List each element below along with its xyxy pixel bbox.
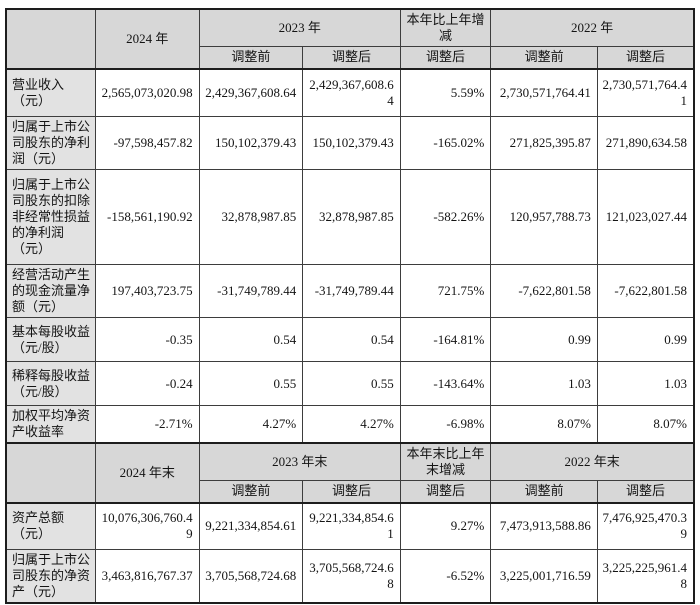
table-row-net-profit-deducted: 归属于上市公司股东的扣除非经常性损益的净利润（元） -158,561,190.9… (5, 169, 695, 265)
value-cell: 3,225,001,716.59 (490, 549, 598, 604)
value-cell: 8.07% (490, 405, 598, 444)
value-cell: 197,403,723.75 (95, 264, 200, 318)
value-cell: 2,429,367,608.64 (198, 67, 304, 117)
value-cell: 8.07% (596, 405, 695, 444)
row-label: 归属于上市公司股东的扣除非经常性损益的净利润（元） (5, 169, 97, 265)
value-cell: 9,221,334,854.61 (302, 501, 401, 550)
row-label: 稀释每股收益（元/股） (5, 361, 97, 406)
header-adjust-after: 调整后 (399, 46, 492, 69)
value-cell: 2,730,571,764.41 (490, 67, 598, 117)
value-cell: -31,749,789.44 (198, 264, 304, 318)
header-adjust-before: 调整前 (490, 46, 598, 69)
value-cell: 10,076,306,760.49 (95, 501, 200, 550)
header-change-yoy: 本年比上年增减 (399, 8, 492, 47)
value-cell: -7,622,801.58 (490, 264, 598, 318)
header-2023-end: 2023 年末 (198, 442, 401, 481)
value-cell: -31,749,789.44 (302, 264, 401, 318)
value-cell: 2,730,571,764.41 (596, 67, 695, 117)
header-2022-end: 2022 年末 (490, 442, 695, 481)
value-cell: 0.99 (596, 317, 695, 362)
value-cell: 1.03 (596, 361, 695, 406)
row-label: 基本每股收益（元/股） (5, 317, 97, 362)
value-cell: 0.55 (198, 361, 304, 406)
value-cell: -7,622,801.58 (596, 264, 695, 318)
table-row-net-assets: 归属于上市公司股东的净资产（元） 3,463,816,767.37 3,705,… (5, 549, 695, 604)
table-row-revenue: 营业收入（元） 2,565,073,020.98 2,429,367,608.6… (5, 67, 695, 117)
value-cell: 3,463,816,767.37 (95, 549, 200, 604)
value-cell: 32,878,987.85 (302, 169, 401, 265)
value-cell: 9,221,334,854.61 (198, 501, 304, 550)
corner-cell-empty (5, 442, 97, 503)
value-cell: -97,598,457.82 (95, 116, 200, 170)
value-cell: 120,957,788.73 (490, 169, 598, 265)
value-cell: 271,890,634.58 (596, 116, 695, 170)
value-cell: -0.24 (95, 361, 200, 406)
value-cell: 0.55 (302, 361, 401, 406)
value-cell: 3,705,568,724.68 (302, 549, 401, 604)
value-cell: 3,225,225,961.48 (596, 549, 695, 604)
header-adjust-after: 调整后 (302, 480, 401, 503)
row-label: 经营活动产生的现金流量净额（元） (5, 264, 97, 318)
value-cell: -165.02% (399, 116, 492, 170)
table-row-total-assets: 资产总额（元） 10,076,306,760.49 9,221,334,854.… (5, 501, 695, 550)
header-2022: 2022 年 (490, 8, 695, 47)
value-cell: 5.59% (399, 67, 492, 117)
header-adjust-before: 调整前 (198, 46, 304, 69)
value-cell: 0.99 (490, 317, 598, 362)
value-cell: 0.54 (302, 317, 401, 362)
value-cell: 4.27% (302, 405, 401, 444)
value-cell: 4.27% (198, 405, 304, 444)
value-cell: 2,565,073,020.98 (95, 67, 200, 117)
header-adjust-after: 调整后 (596, 480, 695, 503)
value-cell: 3,705,568,724.68 (198, 549, 304, 604)
value-cell: -6.52% (399, 549, 492, 604)
value-cell: 150,102,379.43 (302, 116, 401, 170)
value-cell: 271,825,395.87 (490, 116, 598, 170)
header-adjust-after: 调整后 (399, 480, 492, 503)
header-adjust-before: 调整前 (198, 480, 304, 503)
header-2024-end: 2024 年末 (95, 442, 200, 503)
section2-header-row-years: 2024 年末 2023 年末 本年末比上年末增减 2022 年末 (5, 442, 695, 503)
value-cell: 32,878,987.85 (198, 169, 304, 265)
header-change-yoy-end: 本年末比上年末增减 (399, 442, 492, 481)
row-label: 资产总额（元） (5, 501, 97, 550)
header-adjust-before: 调整前 (490, 480, 598, 503)
header-adjust-after: 调整后 (596, 46, 695, 69)
value-cell: 9.27% (399, 501, 492, 550)
header-2023: 2023 年 (198, 8, 401, 47)
value-cell: 150,102,379.43 (198, 116, 304, 170)
row-label: 营业收入（元） (5, 67, 97, 117)
value-cell: -582.26% (399, 169, 492, 265)
header-2024: 2024 年 (95, 8, 200, 69)
row-label: 加权平均净资产收益率 (5, 405, 97, 444)
value-cell: 2,429,367,608.64 (302, 67, 401, 117)
value-cell: 0.54 (198, 317, 304, 362)
value-cell: 1.03 (490, 361, 598, 406)
table-row-basic-eps: 基本每股收益（元/股） -0.35 0.54 0.54 -164.81% 0.9… (5, 317, 695, 362)
value-cell: -143.64% (399, 361, 492, 406)
value-cell: 7,473,913,588.86 (490, 501, 598, 550)
row-label: 归属于上市公司股东的净资产（元） (5, 549, 97, 604)
table-row-diluted-eps: 稀释每股收益（元/股） -0.24 0.55 0.55 -143.64% 1.0… (5, 361, 695, 406)
financial-summary-table: 2024 年 2023 年 本年比上年增减 2022 年 调整前 调整后 调整后… (5, 8, 695, 604)
value-cell: -2.71% (95, 405, 200, 444)
table-row-net-profit: 归属于上市公司股东的净利润（元） -97,598,457.82 150,102,… (5, 116, 695, 170)
value-cell: -158,561,190.92 (95, 169, 200, 265)
table-row-operating-cash-flow: 经营活动产生的现金流量净额（元） 197,403,723.75 -31,749,… (5, 264, 695, 318)
value-cell: 121,023,027.44 (596, 169, 695, 265)
row-label: 归属于上市公司股东的净利润（元） (5, 116, 97, 170)
value-cell: -164.81% (399, 317, 492, 362)
value-cell: 7,476,925,470.39 (596, 501, 695, 550)
table-row-weighted-avg-roe: 加权平均净资产收益率 -2.71% 4.27% 4.27% -6.98% 8.0… (5, 405, 695, 444)
value-cell: -6.98% (399, 405, 492, 444)
corner-cell-empty (5, 8, 97, 69)
section1-header-row-years: 2024 年 2023 年 本年比上年增减 2022 年 (5, 8, 695, 69)
value-cell: 721.75% (399, 264, 492, 318)
value-cell: -0.35 (95, 317, 200, 362)
section1-header-row-adjust: 调整前 调整后 调整后 调整前 调整后 (6, 46, 695, 69)
header-adjust-after: 调整后 (302, 46, 401, 69)
